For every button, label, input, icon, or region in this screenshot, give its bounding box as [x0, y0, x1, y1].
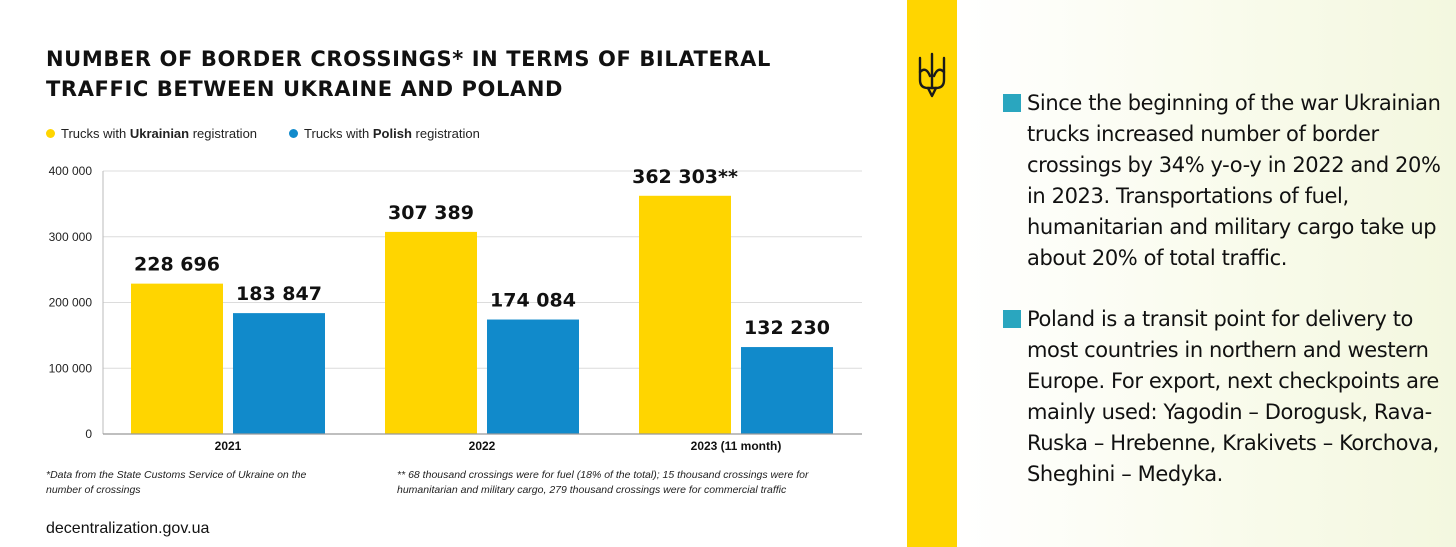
key-point-item: Poland is a transit point for delivery t…	[1003, 304, 1443, 490]
bar-value-label: 132 230	[744, 317, 830, 339]
footnote-traffic: ** 68 thousand crossings were for fuel (…	[397, 469, 809, 496]
bar-value-label: 307 389	[388, 202, 474, 224]
footnote-source: *Data from the State Customs Service of …	[46, 469, 307, 496]
legend-dot-polish	[289, 129, 299, 138]
y-tick-label: 100 000	[49, 361, 93, 375]
chart-panel: NUMBER OF BORDER CROSSINGS* IN TERMS OF …	[46, 47, 862, 537]
chart-legend: Trucks with Ukrainian registration Truck…	[46, 126, 480, 141]
legend-item-polish: Trucks with Polish registration	[289, 126, 480, 141]
bar-ukrainian	[131, 283, 223, 434]
source-link[interactable]: decentralization.gov.ua	[46, 520, 210, 537]
bar-polish	[487, 319, 579, 434]
y-tick-label: 400 000	[49, 164, 93, 178]
bar-polish	[233, 313, 325, 434]
bar-value-label: 174 084	[490, 290, 576, 312]
bar-ukrainian	[639, 195, 731, 434]
x-tick-label: 2021	[215, 439, 242, 453]
legend-label-ukrainian: Trucks with Ukrainian registration	[61, 126, 258, 141]
legend-label-polish: Trucks with Polish registration	[304, 126, 480, 141]
bar-value-label: 228 696	[134, 254, 220, 276]
key-points-list: Since the beginning of the war Ukrainian…	[1003, 88, 1443, 520]
key-point-text: Since the beginning of the war Ukrainian…	[1027, 91, 1441, 270]
y-tick-label: 300 000	[49, 230, 93, 244]
legend-item-ukrainian: Trucks with Ukrainian registration	[46, 126, 257, 141]
bar-value-label: 362 303**	[632, 166, 738, 188]
trident-icon	[918, 52, 946, 98]
bullet-square-icon	[1003, 310, 1021, 328]
bar-chart: 0 100 000 200 000 300 000 400 000 228 696 307 …	[49, 164, 862, 453]
key-point-item: Since the beginning of the war Ukrainian…	[1003, 88, 1443, 274]
bullet-square-icon	[1003, 94, 1021, 112]
bar-polish	[741, 347, 833, 434]
x-tick-label: 2022	[469, 439, 496, 453]
key-point-text: Poland is a transit point for delivery t…	[1027, 307, 1439, 486]
y-tick-label: 200 000	[49, 296, 93, 310]
x-tick-label: 2023 (11 month)	[691, 439, 782, 453]
bar-value-label: 183 847	[236, 283, 322, 305]
text-panel	[957, 0, 1456, 547]
y-tick-label: 0	[85, 427, 92, 441]
bar-ukrainian	[385, 231, 477, 434]
accent-stripe	[907, 0, 957, 547]
legend-dot-ukrainian	[46, 129, 55, 138]
chart-title: NUMBER OF BORDER CROSSINGS* IN TERMS OF …	[46, 47, 772, 101]
